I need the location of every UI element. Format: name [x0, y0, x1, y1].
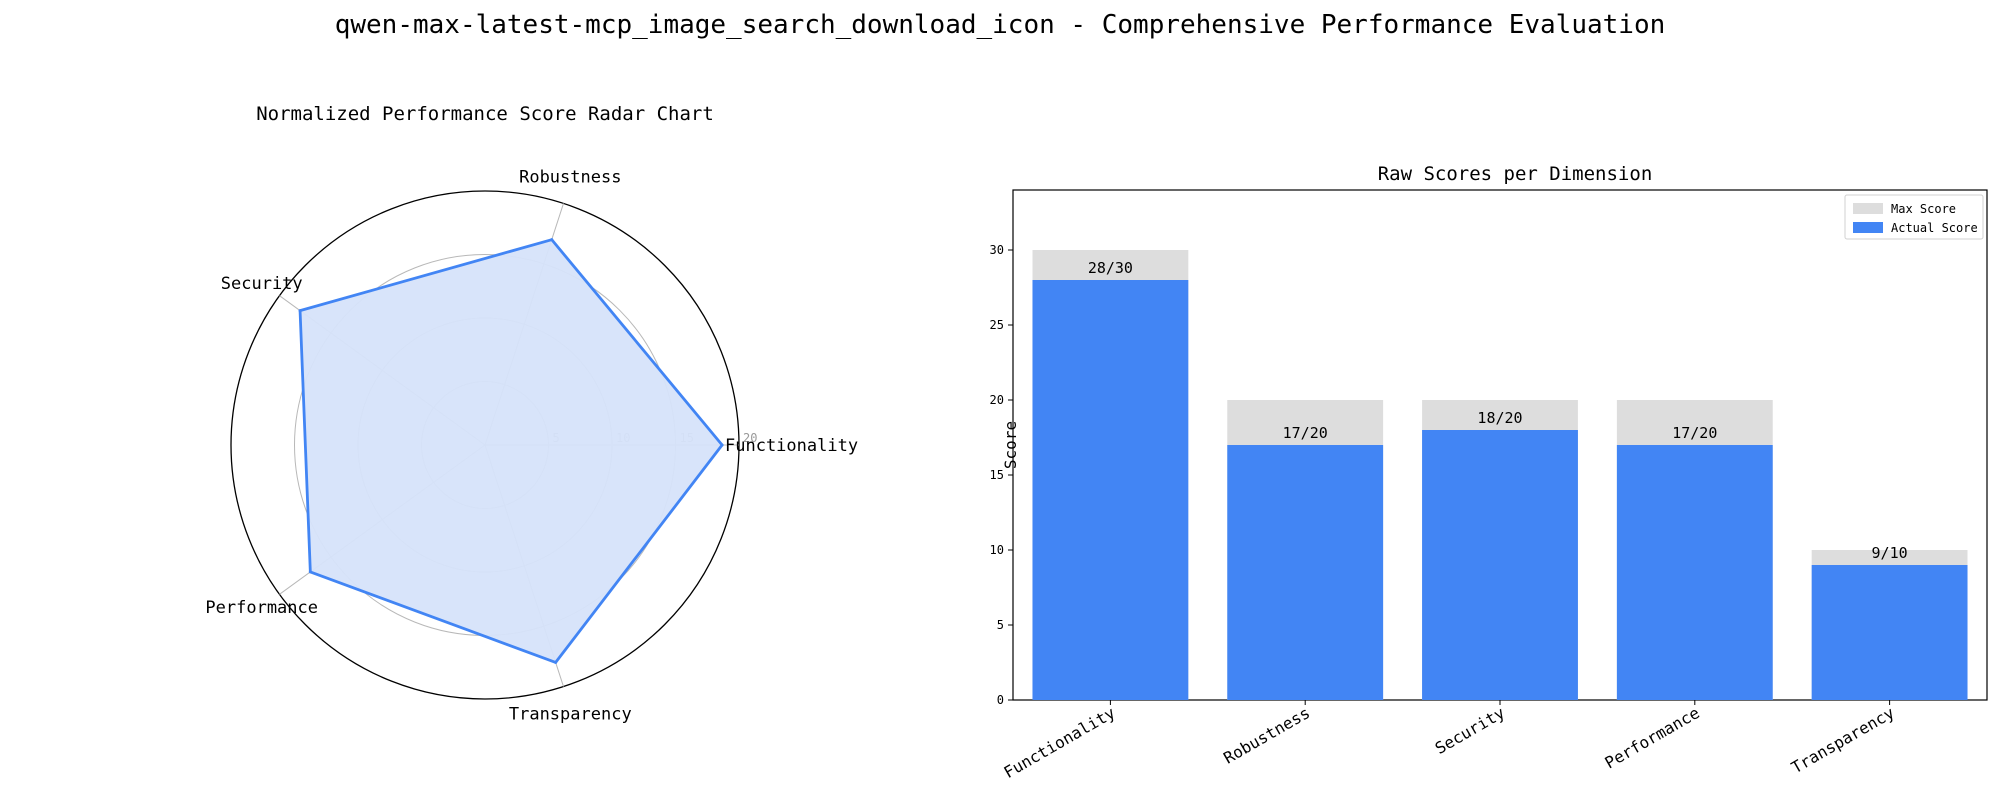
- x-tick-label: Performance: [1602, 703, 1703, 772]
- y-tick-label: 25: [990, 318, 1004, 332]
- radar-chart-title: Normalized Performance Score Radar Chart: [256, 103, 714, 125]
- bar-chart-title: Raw Scores per Dimension: [1378, 163, 1653, 185]
- radar-axis-label: Functionality: [725, 436, 858, 456]
- legend-swatch: [1853, 222, 1883, 233]
- y-tick-label: 30: [990, 243, 1004, 257]
- bar-actual-score: [1811, 565, 1968, 700]
- radar-series: [298, 238, 724, 664]
- x-axis: Functionality Robustness Security Performan…: [1000, 700, 1898, 782]
- radar-axis-label: Performance: [205, 598, 318, 618]
- radar-tick-label: 20: [743, 431, 757, 445]
- bar-value-label: 18/20: [1477, 409, 1522, 427]
- radar-axis-label: Transparency: [509, 704, 632, 724]
- x-tick-label: Functionality: [1000, 703, 1118, 782]
- y-tick-label: 15: [990, 468, 1004, 482]
- bar-actual-score: [1227, 445, 1384, 700]
- bar-marks: 28/30 17/20 18/20 17/20 9/10: [1032, 250, 1968, 700]
- legend-label: Max Score: [1891, 202, 1956, 216]
- y-tick-label: 5: [997, 618, 1004, 632]
- radar-point: [298, 309, 302, 313]
- x-tick-label: Transparency: [1788, 703, 1898, 777]
- radar-chart: Normalized Performance Score Radar Chart…: [205, 103, 858, 724]
- radar-series-area: [298, 238, 724, 664]
- y-tick-label: 10: [990, 543, 1004, 557]
- legend-swatch: [1853, 203, 1883, 214]
- bar-actual-score: [1422, 430, 1578, 700]
- bar-value-label: 9/10: [1872, 544, 1908, 562]
- radar-axis-label: Robustness: [519, 168, 621, 188]
- bar-value-label: 17/20: [1283, 424, 1328, 442]
- y-tick-label: 0: [997, 693, 1004, 707]
- bar-actual-score: [1616, 445, 1773, 700]
- radar-axis-label: Security: [221, 274, 303, 294]
- bar-value-label: 28/30: [1088, 259, 1133, 277]
- bar-chart: Raw Scores per Dimension 28/30 17/20 18/20…: [990, 163, 1988, 782]
- radar-point: [554, 660, 558, 664]
- y-axis-label: Score: [1001, 421, 1020, 469]
- radar-point: [550, 238, 554, 242]
- x-tick-label: Robustness: [1220, 703, 1313, 768]
- radar-point: [720, 443, 724, 447]
- bar-value-label: 17/20: [1672, 424, 1717, 442]
- legend-label: Actual Score: [1891, 221, 1978, 235]
- y-axis: 0 5 10 15 20 25 30: [990, 243, 1013, 707]
- radar-axis-labels: Functionality Robustness Security Performan…: [205, 168, 858, 725]
- y-tick-label: 20: [990, 393, 1004, 407]
- figure-title: qwen-max-latest-mcp_image_search_downloa…: [335, 10, 1666, 40]
- legend: Max Score Actual Score: [1844, 194, 1984, 240]
- bar-actual-score: [1032, 280, 1189, 700]
- radar-point: [308, 570, 312, 574]
- x-tick-label: Security: [1432, 703, 1509, 758]
